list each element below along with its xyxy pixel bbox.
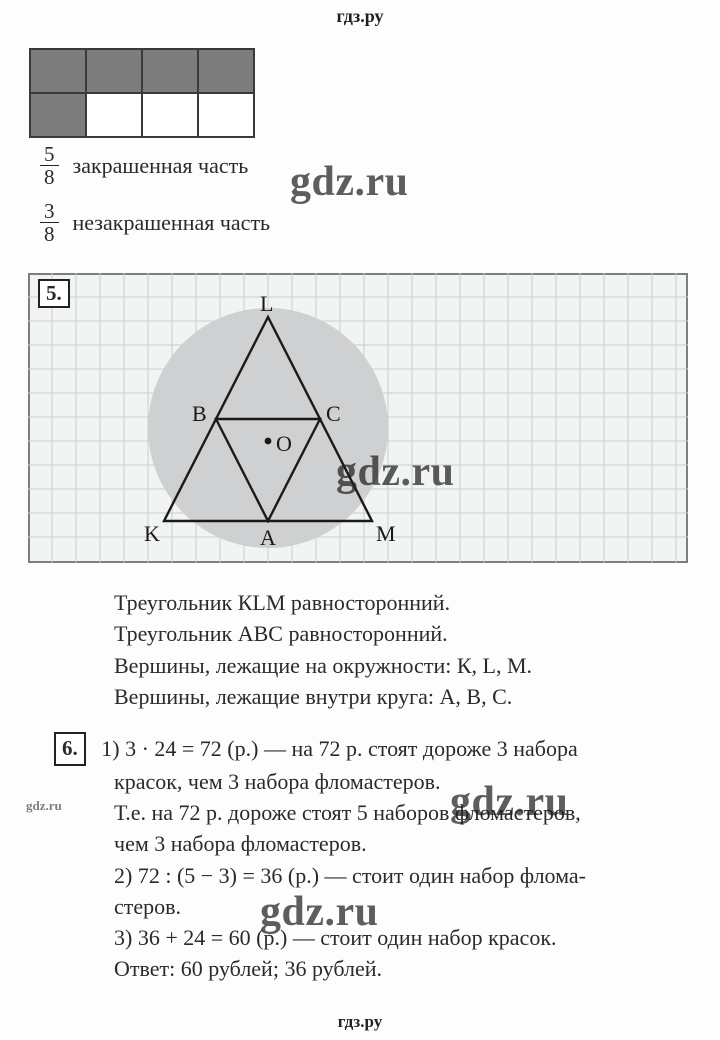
text-line: 2) 72 : (5 − 3) = 36 (р.) — стоит один н…	[114, 860, 662, 891]
task-5-panel: K L M A B C O 5.	[28, 273, 692, 569]
text-line: Треугольник ABC равносторонний.	[114, 618, 652, 649]
text-line: стеров.	[114, 891, 662, 922]
center-label-O: O	[276, 431, 292, 456]
page-footer: гдз.ру	[0, 1012, 720, 1032]
cell	[29, 92, 87, 138]
fraction-denominator: 8	[40, 223, 59, 245]
geometry-svg: K L M A B C O	[28, 273, 688, 563]
fraction-denominator: 8	[40, 166, 59, 188]
vertex-label-L: L	[260, 291, 273, 316]
fraction-label: незакрашенная часть	[73, 210, 271, 236]
cell	[141, 92, 199, 138]
vertex-label-A: A	[260, 525, 276, 550]
vertex-label-C: C	[326, 401, 341, 426]
vertex-label-B: B	[192, 401, 207, 426]
vertex-label-K: K	[144, 521, 160, 546]
fraction-label: закрашенная часть	[73, 153, 249, 179]
answer-line: Ответ: 60 рублей; 36 рублей.	[114, 953, 662, 984]
text-line: Вершины, лежащие на окружности: К, L, M.	[114, 650, 652, 681]
cell	[29, 48, 87, 94]
text-line: Треугольник КLM равносторонний.	[114, 587, 652, 618]
task-5-text: Треугольник КLM равносторонний. Треуголь…	[114, 587, 652, 712]
fraction-line-2: 3 8 незакрашенная часть	[28, 194, 692, 251]
task-5-label: 5.	[38, 279, 70, 308]
shaded-grid	[30, 49, 692, 137]
fraction-numerator: 5	[40, 143, 59, 166]
cell	[85, 92, 143, 138]
text-line: 3) 36 + 24 = 60 (р.) — стоит один набор …	[114, 922, 662, 953]
cell	[197, 92, 255, 138]
task-6-block: 6. 1) 3 · 24 = 72 (р.) — на 72 р. стоят …	[54, 732, 662, 984]
vertex-label-M: M	[376, 521, 396, 546]
text-line: 1) 3 · 24 = 72 (р.) — на 72 р. стоят дор…	[101, 736, 577, 761]
text-line: Вершины, лежащие внутри круга: A, B, C.	[114, 681, 652, 712]
text-line: Т.е. на 72 р. дороже стоят 5 наборов фло…	[114, 797, 662, 828]
text-line: красок, чем 3 набора фломастеров.	[114, 766, 662, 797]
cell	[197, 48, 255, 94]
task-6-label: 6.	[54, 732, 86, 766]
content: 5 8 закрашенная часть 3 8 незакрашенная …	[0, 27, 720, 985]
cell	[141, 48, 199, 94]
page-header: гдз.ру	[0, 0, 720, 27]
fraction-numerator: 3	[40, 200, 59, 223]
fraction-line-1: 5 8 закрашенная часть	[28, 137, 692, 194]
fraction: 3 8	[40, 200, 59, 245]
fraction: 5 8	[40, 143, 59, 188]
text-line: чем 3 набора фломастеров.	[114, 828, 662, 859]
cell	[85, 48, 143, 94]
